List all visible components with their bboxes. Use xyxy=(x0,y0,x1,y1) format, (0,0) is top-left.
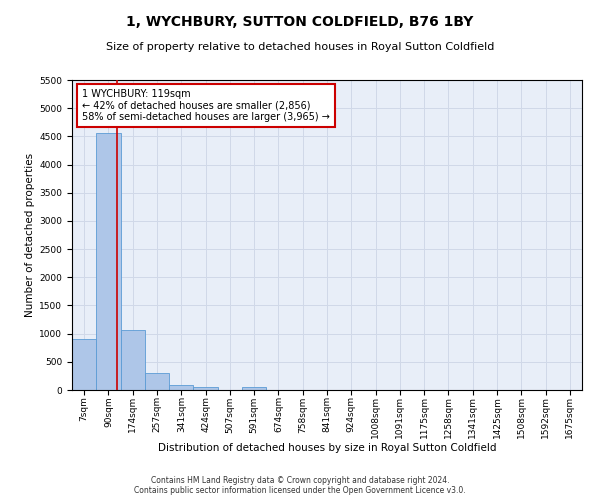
X-axis label: Distribution of detached houses by size in Royal Sutton Coldfield: Distribution of detached houses by size … xyxy=(158,442,496,452)
Bar xyxy=(96,133,121,390)
Bar xyxy=(121,330,145,390)
Bar xyxy=(193,386,218,390)
Bar xyxy=(242,386,266,390)
Text: Contains HM Land Registry data © Crown copyright and database right 2024.
Contai: Contains HM Land Registry data © Crown c… xyxy=(134,476,466,495)
Bar xyxy=(72,340,96,390)
Bar xyxy=(169,386,193,390)
Text: 1 WYCHBURY: 119sqm
← 42% of detached houses are smaller (2,856)
58% of semi-deta: 1 WYCHBURY: 119sqm ← 42% of detached hou… xyxy=(82,90,330,122)
Text: Size of property relative to detached houses in Royal Sutton Coldfield: Size of property relative to detached ho… xyxy=(106,42,494,52)
Bar xyxy=(145,373,169,390)
Text: 1, WYCHBURY, SUTTON COLDFIELD, B76 1BY: 1, WYCHBURY, SUTTON COLDFIELD, B76 1BY xyxy=(127,15,473,29)
Y-axis label: Number of detached properties: Number of detached properties xyxy=(25,153,35,317)
